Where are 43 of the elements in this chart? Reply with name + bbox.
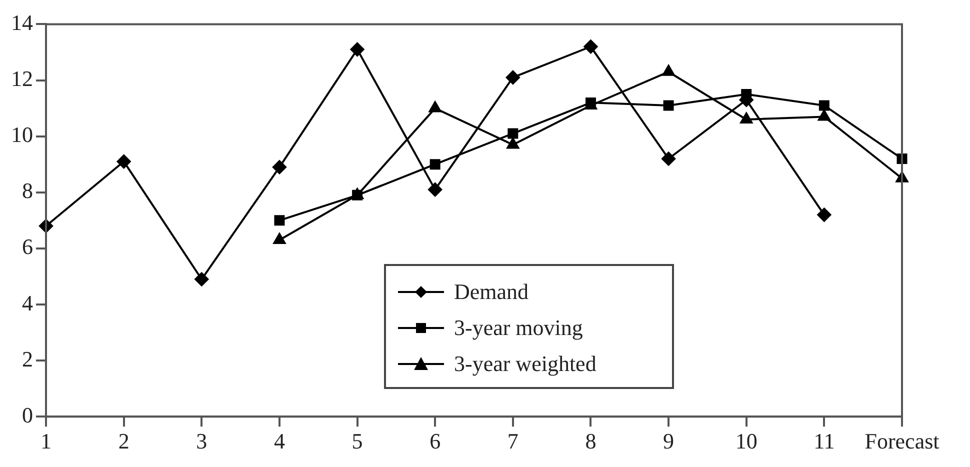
point bbox=[662, 152, 676, 166]
x-tick-label: 10 bbox=[735, 428, 758, 454]
x-tick-label: 1 bbox=[40, 428, 52, 454]
y-tick-label: 6 bbox=[22, 234, 33, 260]
x-tick-label: 3 bbox=[196, 428, 208, 454]
legend-label: 3-year moving bbox=[454, 314, 583, 341]
point bbox=[508, 128, 518, 139]
point bbox=[116, 154, 131, 169]
y-tick-label: 8 bbox=[22, 178, 33, 204]
point bbox=[428, 101, 442, 112]
point bbox=[506, 70, 520, 84]
x-tick-label: 8 bbox=[585, 428, 596, 454]
y-tick-label: 12 bbox=[11, 66, 33, 92]
x-tick-label: 6 bbox=[430, 428, 441, 454]
x-tick-label: 5 bbox=[352, 428, 363, 454]
point bbox=[506, 138, 520, 149]
point bbox=[662, 64, 675, 76]
y-tick-label: 10 bbox=[11, 122, 33, 148]
point bbox=[350, 42, 364, 56]
point bbox=[818, 110, 830, 121]
y-tick-label: 0 bbox=[22, 402, 33, 428]
x-tick-label: 7 bbox=[507, 428, 518, 454]
y-tick-label: 14 bbox=[11, 10, 33, 35]
point bbox=[740, 112, 753, 124]
point bbox=[272, 160, 286, 174]
x-tick-label: Forecast bbox=[864, 428, 940, 454]
y-tick-label: 4 bbox=[22, 290, 33, 316]
x-tick-label: 9 bbox=[663, 428, 674, 454]
x-tick-label: 4 bbox=[274, 428, 285, 454]
point bbox=[273, 233, 286, 244]
x-tick-label: 2 bbox=[118, 428, 130, 454]
point bbox=[817, 208, 832, 222]
point bbox=[430, 159, 440, 170]
point bbox=[428, 182, 442, 197]
legend-label: 3-year weighted bbox=[454, 350, 596, 377]
point bbox=[584, 40, 598, 54]
point bbox=[663, 100, 674, 111]
legend-label: Demand bbox=[454, 278, 529, 305]
point bbox=[194, 272, 209, 286]
x-tick-label: 11 bbox=[814, 428, 835, 454]
point bbox=[818, 100, 830, 111]
point bbox=[274, 215, 285, 226]
y-tick-label: 2 bbox=[22, 346, 33, 372]
